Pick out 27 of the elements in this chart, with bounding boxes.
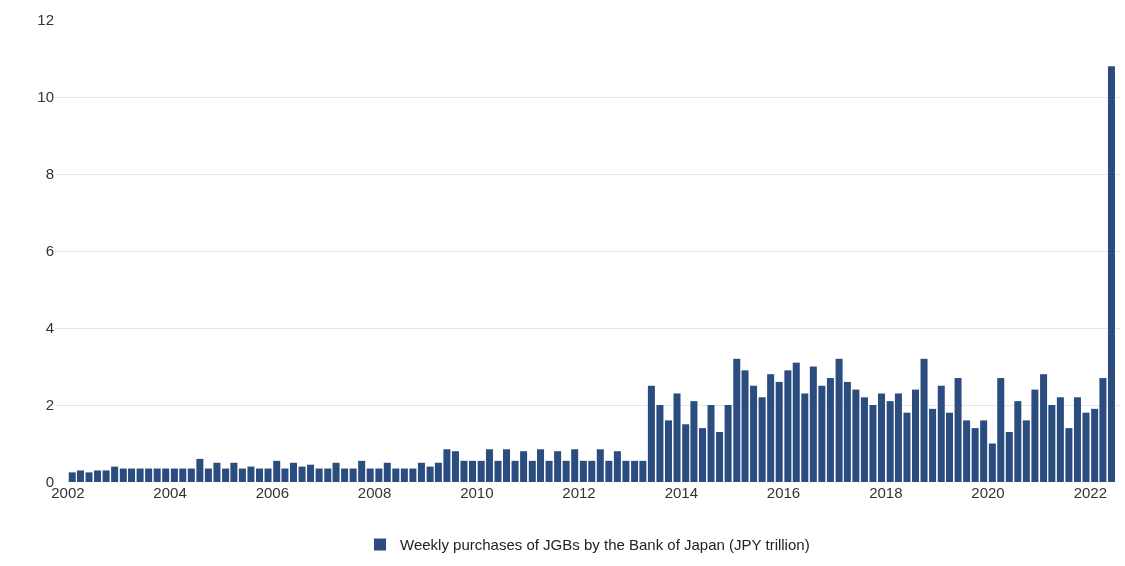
x-tick-label: 2004	[153, 484, 187, 501]
x-tick-label: 2014	[664, 484, 699, 501]
y-tick-label: 12	[37, 11, 54, 29]
bar	[417, 462, 425, 482]
x-tick-label: 2018	[869, 484, 903, 501]
x-tick-label: 2022	[1073, 484, 1108, 501]
y-tick-label: 2	[45, 396, 54, 414]
y-tick-label: 8	[45, 165, 54, 183]
y-tick-label: 6	[45, 242, 54, 260]
bar	[826, 378, 834, 482]
legend-label: Weekly purchases of JGBs by the Bank of Japan (JPY trillion)	[400, 536, 810, 554]
x-tick-label: 2010	[460, 484, 494, 501]
bar	[912, 389, 920, 482]
bar	[469, 460, 477, 482]
bar	[289, 462, 298, 482]
bar	[698, 428, 706, 482]
x-tick-label: 2016	[766, 484, 801, 501]
bar	[1107, 66, 1115, 482]
y-tick-label: 4	[45, 319, 54, 337]
x-tick-label: 2020	[971, 484, 1005, 501]
x-tick-label: 2012	[562, 484, 596, 501]
bar	[877, 393, 886, 482]
bar	[664, 420, 672, 482]
x-tick-label: 2006	[255, 484, 290, 501]
x-tick-label: 2008	[357, 484, 392, 501]
bar	[255, 468, 263, 482]
y-tick-label: 10	[37, 88, 54, 106]
